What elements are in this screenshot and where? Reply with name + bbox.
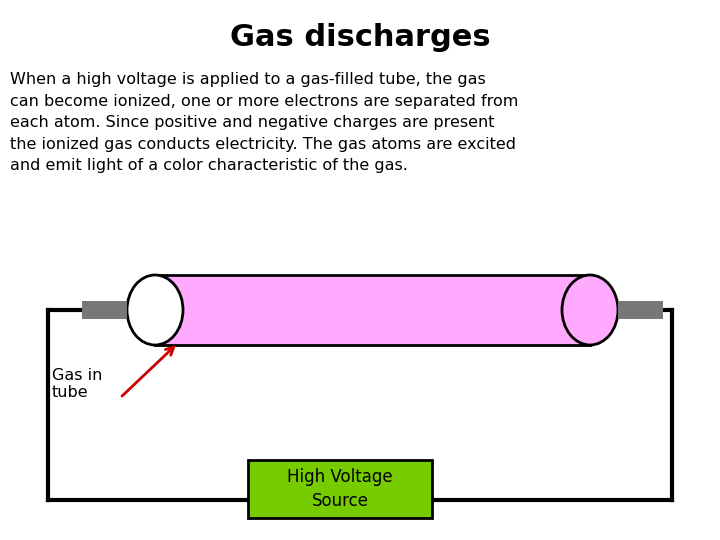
Bar bbox=[248, 460, 432, 518]
Bar bbox=[82, 301, 127, 319]
Text: When a high voltage is applied to a gas-filled tube, the gas
can become ionized,: When a high voltage is applied to a gas-… bbox=[10, 72, 518, 173]
Text: Gas in
tube: Gas in tube bbox=[52, 368, 102, 400]
Bar bbox=[618, 301, 663, 319]
Ellipse shape bbox=[127, 275, 183, 345]
Ellipse shape bbox=[562, 275, 618, 345]
Text: High Voltage
Source: High Voltage Source bbox=[287, 468, 393, 510]
Bar bbox=[155, 275, 590, 345]
FancyArrowPatch shape bbox=[122, 347, 174, 396]
Text: Gas discharges: Gas discharges bbox=[230, 24, 490, 52]
